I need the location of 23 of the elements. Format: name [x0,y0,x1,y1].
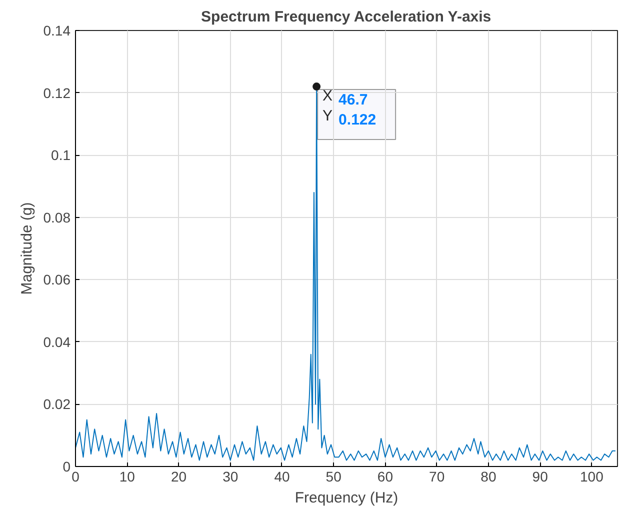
x-axis-title: Frequency (Hz) [294,490,398,506]
x-tick-label: 20 [170,468,187,484]
y-axis-title: Magnitude (g) [18,202,36,295]
chart-title: Spectrum Frequency Acceleration Y-axis [201,8,492,26]
y-tick-label: 0.02 [43,396,71,412]
y-tick-label: 0.1 [51,147,71,164]
x-tick-label: 60 [377,468,394,484]
x-tick-label: 100 [580,468,604,484]
x-tick-label: 90 [532,468,548,484]
y-tick-label: 0.14 [43,22,71,38]
y-tick-label: 0.06 [43,272,71,288]
x-tick-label: 50 [326,468,342,484]
x-tick-label: 40 [274,468,290,484]
y-tick-label: 0.08 [43,209,71,226]
y-tick-label: 0.04 [43,334,71,350]
y-tick-label: 0 [62,458,71,474]
x-tick-label: 30 [222,468,238,484]
x-tick-label: 10 [119,468,136,484]
y-tick-label: 0.12 [43,84,71,101]
x-tick-label: 70 [429,468,445,484]
annotation: Y 0.122 [322,108,376,129]
annotation: X 46.7 [322,88,368,109]
x-tick-label: 80 [480,468,496,484]
